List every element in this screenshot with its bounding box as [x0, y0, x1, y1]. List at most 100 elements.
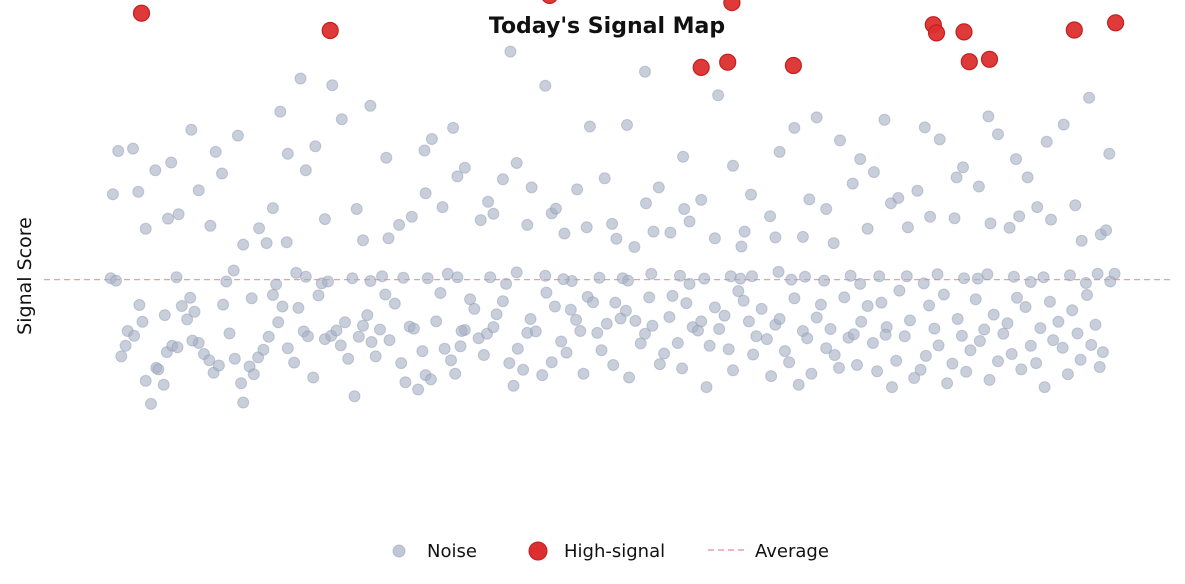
high-signal-point — [784, 56, 803, 75]
noise-point — [722, 343, 735, 356]
high-signal-point — [132, 4, 151, 22]
noise-point — [621, 119, 633, 131]
noise-point — [115, 350, 128, 363]
noise-point — [609, 296, 622, 309]
y-axis-label: Signal Score — [14, 217, 36, 335]
noise-point — [847, 328, 860, 341]
legend: Noise High-signal Average — [392, 541, 829, 562]
noise-point — [346, 272, 359, 285]
noise-point — [595, 344, 608, 357]
noise-point — [468, 302, 481, 315]
noise-point — [1013, 210, 1026, 223]
noise-point — [449, 367, 462, 380]
noise-point — [1103, 147, 1116, 160]
noise-point — [342, 352, 355, 365]
noise-point — [301, 330, 314, 343]
noise-point — [260, 237, 273, 250]
noise-point — [274, 105, 287, 118]
noise-point — [348, 390, 361, 403]
noise-point — [801, 332, 814, 345]
noise-point — [742, 315, 755, 328]
noise-point — [445, 354, 457, 367]
noise-point — [162, 212, 174, 225]
noise-point — [1034, 322, 1047, 335]
noise-point — [828, 349, 841, 361]
noise-point — [365, 336, 378, 348]
noise-point — [658, 347, 671, 360]
noise-point — [583, 120, 596, 133]
noise-point — [600, 317, 613, 330]
noise-point — [574, 325, 587, 337]
noise-point — [524, 313, 537, 325]
noise-point — [212, 359, 225, 372]
noise-point — [276, 300, 289, 313]
noise-point — [904, 314, 916, 327]
noise-point — [593, 271, 606, 284]
points-layer — [104, 0, 1125, 410]
noise-point — [983, 373, 996, 386]
noise-point — [549, 202, 562, 215]
noise-point — [718, 309, 731, 322]
noise-point — [1001, 317, 1014, 330]
noise-point — [818, 274, 831, 287]
noise-point — [734, 272, 747, 285]
noise-point — [204, 219, 217, 232]
noise-point — [507, 379, 520, 392]
noise-point — [683, 277, 696, 290]
noise-point — [281, 147, 294, 160]
noise-point — [235, 377, 248, 390]
noise-point — [223, 327, 236, 340]
noise-point — [628, 241, 641, 253]
noise-point — [407, 322, 420, 335]
noise-point — [322, 275, 334, 288]
noise-point — [490, 308, 503, 321]
noise-point — [379, 288, 392, 301]
noise-point — [951, 313, 964, 325]
high-signal-point — [960, 53, 978, 71]
noise-point — [678, 203, 691, 215]
noise-point — [458, 161, 471, 174]
noise-point — [334, 339, 347, 352]
noise-point — [810, 311, 823, 324]
noise-point — [369, 350, 382, 363]
noise-point — [149, 164, 162, 177]
noise-point — [861, 222, 874, 235]
noise-point — [133, 299, 146, 311]
noise-point — [216, 167, 228, 180]
noise-point — [792, 378, 805, 391]
noise-point — [1057, 118, 1070, 131]
noise-point — [634, 337, 647, 350]
noise-point — [698, 272, 711, 285]
noise-point — [911, 184, 924, 197]
noise-point — [557, 273, 570, 286]
noise-point — [339, 316, 351, 329]
noise-point — [136, 315, 149, 328]
legend-noise-marker — [392, 544, 406, 558]
noise-point — [663, 311, 676, 323]
noise-point — [1005, 348, 1018, 360]
noise-point — [854, 277, 867, 290]
noise-point — [785, 273, 798, 286]
noise-point — [280, 236, 293, 249]
noise-point — [364, 99, 377, 112]
noise-point — [500, 277, 513, 290]
noise-point — [548, 300, 561, 313]
high-signal-point — [542, 0, 557, 4]
noise-point — [484, 271, 497, 284]
noise-point — [477, 349, 490, 361]
noise-point — [972, 180, 985, 193]
noise-point — [395, 357, 408, 370]
noise-point — [606, 217, 619, 230]
noise-point — [908, 372, 921, 384]
noise-point — [558, 227, 571, 240]
noise-point — [184, 291, 197, 304]
noise-point — [1083, 91, 1096, 104]
noise-point — [898, 330, 911, 343]
noise-point — [1061, 368, 1074, 381]
noise-point — [680, 297, 693, 310]
legend-high-signal-label: High-signal — [564, 541, 665, 562]
noise-point — [664, 226, 677, 239]
noise-point — [639, 65, 651, 78]
noise-point — [326, 79, 339, 92]
noise-point — [643, 291, 656, 304]
